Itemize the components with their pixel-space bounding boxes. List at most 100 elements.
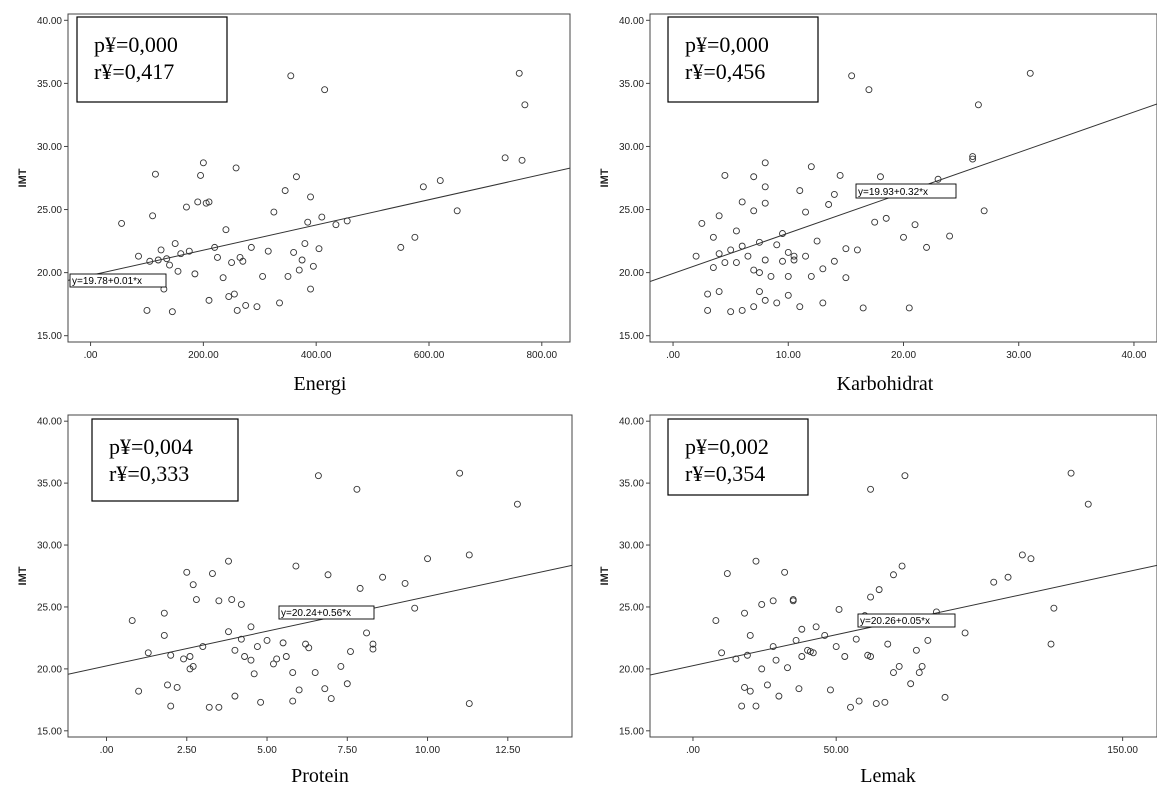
data-point	[727, 246, 735, 254]
data-point	[852, 635, 860, 643]
data-point	[732, 655, 740, 663]
data-point	[895, 662, 903, 670]
data-point	[727, 308, 735, 316]
x-tick-label: .00	[686, 745, 700, 756]
data-point	[915, 669, 923, 677]
data-point	[214, 254, 221, 261]
data-point	[743, 651, 751, 659]
data-point	[715, 288, 723, 295]
data-point	[264, 247, 272, 255]
data-point	[343, 217, 351, 225]
data-point	[779, 230, 786, 237]
data-point	[164, 681, 171, 689]
data-point	[233, 307, 241, 314]
p-value-label: p¥=0,002	[685, 434, 769, 459]
data-point	[769, 597, 777, 605]
data-point	[242, 301, 250, 309]
y-tick-label: 20.00	[37, 268, 62, 279]
data-point	[923, 243, 930, 251]
data-point	[767, 272, 775, 280]
data-point	[247, 243, 255, 251]
data-point	[167, 702, 175, 710]
data-point	[501, 154, 509, 162]
data-point	[253, 643, 261, 651]
data-point	[738, 702, 746, 710]
data-point	[189, 581, 197, 589]
data-point	[715, 250, 723, 258]
data-point	[859, 304, 867, 312]
x-tick-label: 40.00	[1121, 350, 1146, 361]
data-point	[738, 242, 746, 250]
data-point	[752, 557, 760, 565]
data-point	[773, 241, 781, 249]
y-tick-label: 40.00	[619, 16, 644, 27]
data-point	[163, 255, 171, 263]
data-point	[741, 609, 748, 617]
data-point	[197, 172, 205, 179]
data-point	[309, 262, 317, 270]
x-tick-label: 2.50	[177, 745, 197, 756]
data-point	[292, 173, 300, 181]
data-point	[205, 198, 213, 206]
y-axis-label: IMT	[599, 168, 611, 187]
data-point	[301, 240, 309, 248]
data-point	[292, 562, 300, 570]
data-point	[1084, 500, 1092, 508]
data-point	[397, 243, 405, 251]
data-point	[802, 252, 810, 260]
data-point	[332, 221, 340, 229]
data-point	[877, 173, 884, 181]
data-point	[259, 272, 267, 280]
data-point	[369, 645, 377, 653]
y-tick-label: 15.00	[37, 726, 62, 737]
x-tick-label: 12.50	[495, 745, 520, 756]
y-tick-label: 35.00	[619, 79, 644, 90]
data-point	[750, 303, 758, 311]
data-point	[307, 193, 314, 201]
data-point	[135, 252, 142, 260]
data-point	[761, 296, 769, 304]
data-point	[160, 631, 168, 639]
data-point	[253, 303, 261, 311]
data-point	[871, 218, 879, 226]
data-point	[192, 596, 200, 603]
data-point	[305, 644, 313, 652]
x-tick-label: 400.00	[301, 350, 332, 361]
data-point	[230, 290, 238, 298]
data-point	[199, 159, 207, 167]
data-point	[347, 648, 354, 655]
data-point	[835, 605, 843, 613]
data-point	[781, 568, 789, 576]
data-point	[270, 208, 278, 216]
data-point	[821, 631, 829, 639]
data-point	[750, 173, 758, 181]
p-value-label: p¥=0,000	[94, 32, 178, 57]
data-point	[798, 625, 806, 633]
data-point	[698, 219, 706, 227]
p-value-label: p¥=0,004	[109, 434, 193, 459]
data-point	[282, 653, 290, 660]
data-point	[186, 653, 194, 660]
data-point	[199, 643, 207, 651]
y-tick-label: 20.00	[619, 268, 644, 279]
data-point	[228, 259, 236, 266]
data-point	[704, 307, 712, 314]
data-point	[721, 259, 729, 266]
data-point	[118, 219, 126, 227]
data-point	[185, 247, 193, 255]
data-point	[723, 570, 731, 577]
data-point	[934, 175, 942, 183]
x-axis-label: Protein	[291, 765, 349, 787]
x-tick-label: .00	[666, 350, 680, 361]
data-point	[969, 153, 977, 161]
data-point	[151, 170, 159, 178]
data-point	[825, 201, 833, 208]
panel-lemak: 15.00 20.00 25.00 30.00 35.00 40.00 .00 50.00 15…	[599, 414, 1157, 787]
data-point	[890, 571, 897, 579]
data-point	[692, 252, 700, 260]
stats-box	[76, 16, 228, 103]
data-point	[453, 207, 461, 215]
data-point	[401, 579, 409, 587]
stats-box	[91, 418, 239, 502]
y-tick-label: 15.00	[619, 331, 644, 342]
